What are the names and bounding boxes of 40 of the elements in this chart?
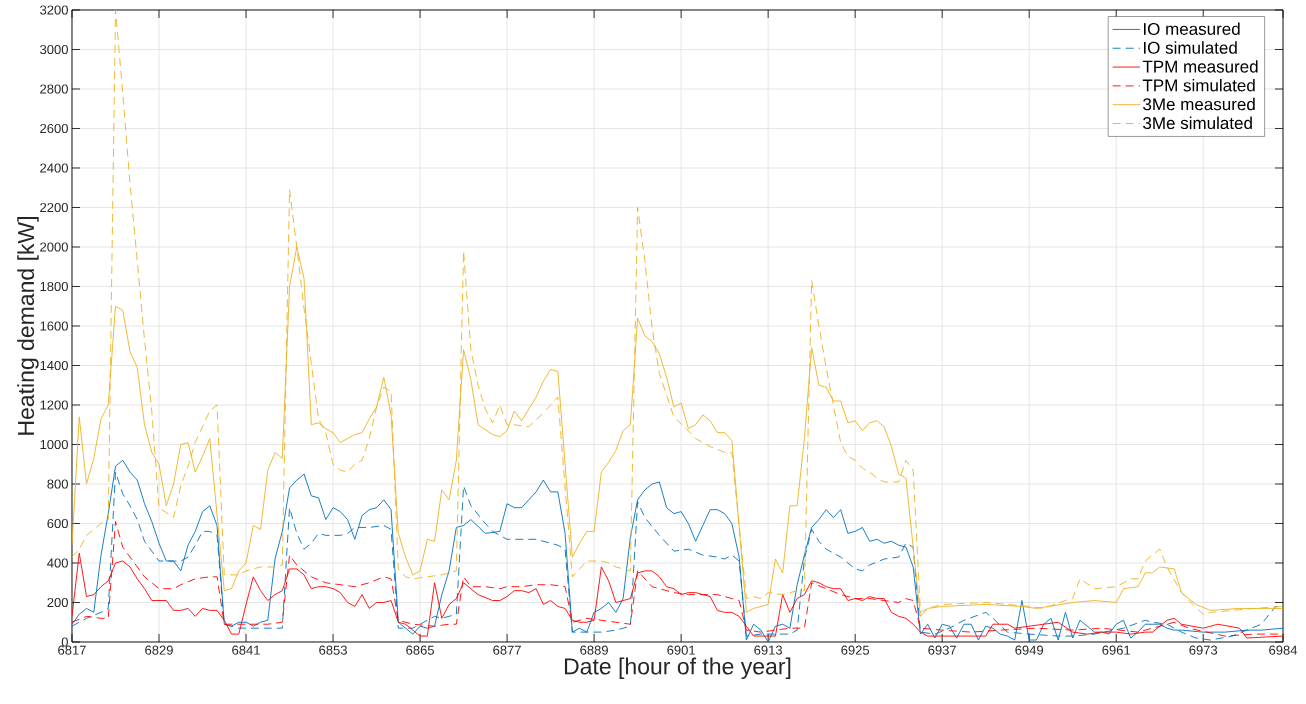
x-tick-label: 6889 <box>580 645 608 655</box>
x-tick-label: 6949 <box>1015 645 1044 655</box>
y-tick-label: 2600 <box>40 123 68 134</box>
x-tick-label: 6961 <box>1102 645 1131 655</box>
y-tick-label: 1200 <box>40 400 68 410</box>
y-tick-label: 2400 <box>40 163 68 173</box>
y-tick-label: 400 <box>47 558 68 568</box>
y-tick-label: 2200 <box>40 202 68 213</box>
legend-label: 3Me simulated <box>1143 116 1252 130</box>
x-axis-title: Date [hour of the year] <box>564 657 791 680</box>
legend-label: TPM measured <box>1142 60 1258 73</box>
x-tick-label: 6865 <box>406 645 434 655</box>
x-tick-label: 6973 <box>1189 645 1218 655</box>
x-tick-label: 6877 <box>493 645 521 655</box>
x-tick-label: 6817 <box>58 645 86 655</box>
x-tick-label: 6829 <box>145 645 173 655</box>
legend-label: TPM simulated <box>1142 78 1255 92</box>
x-tick-label: 6841 <box>232 645 260 655</box>
y-tick-label: 2800 <box>40 84 68 94</box>
y-tick-label: 1000 <box>40 439 68 450</box>
y-tick-label: 2000 <box>40 242 68 252</box>
y-tick-label: 200 <box>47 597 68 608</box>
x-tick-label: 6901 <box>667 645 695 655</box>
y-tick-label: 1800 <box>40 281 68 292</box>
y-tick-label: 600 <box>47 518 68 529</box>
y-tick-label: 3200 <box>40 5 68 15</box>
y-tick-label: 3000 <box>40 44 68 55</box>
y-axis-title: Heating demand [kW] <box>17 217 39 435</box>
x-tick-label: 6925 <box>841 645 870 655</box>
y-tick-label: 1600 <box>40 321 68 331</box>
x-tick-label: 6984 <box>1269 645 1298 655</box>
x-tick-label: 6913 <box>754 645 783 655</box>
y-tick-label: 0 <box>61 637 68 647</box>
legend-label: 3Me measured <box>1143 97 1255 111</box>
legend-label: IO simulated <box>1144 41 1237 54</box>
legend-label: IO measured <box>1144 22 1240 35</box>
x-tick-label: 6853 <box>319 645 347 655</box>
x-tick-label: 6937 <box>928 645 956 655</box>
y-tick-label: 1400 <box>40 360 68 371</box>
y-tick-label: 800 <box>47 479 68 489</box>
